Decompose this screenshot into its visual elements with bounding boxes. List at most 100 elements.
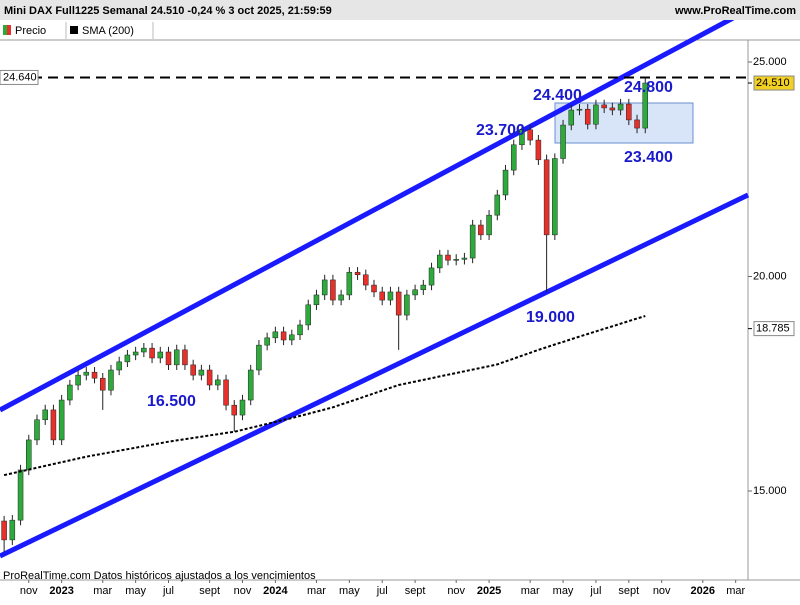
candle-body [289, 334, 295, 341]
x-tick-label: 2024 [263, 585, 288, 597]
channel-lower [0, 192, 750, 559]
candle-body [173, 349, 180, 366]
candle-body [165, 351, 172, 366]
annotation: 23.400 [624, 149, 673, 166]
candle-body [404, 294, 410, 316]
x-tick-label: jul [162, 585, 174, 597]
annotation: 24.800 [624, 79, 673, 96]
legend-label[interactable]: Precio [15, 25, 46, 37]
x-tick-label: may [125, 585, 146, 597]
x-tick-label: 2025 [477, 585, 501, 597]
x-tick-label: jul [589, 585, 601, 597]
candle-body [34, 419, 40, 441]
candle-body [313, 294, 320, 306]
candle-body [478, 224, 484, 236]
candle-body [231, 404, 238, 416]
x-tick-label: nov [234, 585, 252, 597]
candle-body [215, 379, 221, 386]
candle-body [17, 469, 24, 521]
candle-body [198, 369, 205, 376]
candle-body [510, 144, 517, 171]
candle-body [420, 284, 427, 291]
candle-body [412, 289, 418, 296]
candle-body [552, 158, 558, 236]
candle-body [469, 224, 476, 259]
candle-body [371, 284, 377, 293]
candle-body [116, 361, 122, 371]
price-label: 18.785 [756, 323, 790, 335]
candle-body [42, 409, 48, 421]
x-tick-label: 2026 [691, 585, 715, 597]
annotation: 16.500 [147, 393, 196, 410]
header-title: Mini DAX Full1225 Semanal 24.510 -0,24 %… [4, 5, 332, 17]
candle-body [461, 257, 468, 260]
candle-body [91, 371, 98, 379]
x-tick-label: sept [405, 585, 426, 597]
candle-body [239, 399, 246, 416]
candle-body [206, 369, 213, 386]
candle-body [190, 364, 196, 376]
candle-body [593, 104, 599, 125]
price-label-box [753, 321, 795, 337]
legend-swatch [3, 25, 7, 35]
candle-body [486, 214, 492, 236]
x-tick-label: mar [521, 585, 540, 597]
candle-body [568, 109, 575, 126]
candle-body [453, 259, 459, 261]
candle-body [502, 169, 509, 196]
candle-body [354, 271, 361, 276]
candle-body [387, 291, 394, 301]
price-label-box [753, 75, 795, 91]
candle-body [363, 274, 369, 286]
candle-body [617, 103, 624, 111]
candle-body [576, 108, 583, 111]
candle-body [83, 371, 90, 376]
x-tick-label: nov [447, 585, 465, 597]
annotation: 23.700 [476, 122, 525, 139]
x-tick-label: nov [653, 585, 671, 597]
candle-body [535, 139, 542, 161]
candle-body [321, 279, 328, 296]
legend-label[interactable]: SMA (200) [82, 25, 134, 37]
price-label: 24.510 [756, 77, 790, 89]
candle-body [99, 377, 106, 391]
candle-body [182, 349, 188, 366]
x-tick-label: nov [20, 585, 38, 597]
candle-body [543, 159, 550, 236]
header-cover [0, 0, 800, 20]
candle-body [149, 347, 155, 359]
y-tick-label: 20.000 [753, 270, 787, 282]
candle-body [642, 82, 649, 129]
candle-body [26, 439, 32, 471]
candle-body [9, 519, 16, 541]
candle-body [247, 369, 254, 401]
range-box [554, 102, 694, 144]
candle-body [58, 399, 65, 441]
candle-body [437, 254, 443, 269]
x-tick-label: mar [726, 585, 745, 597]
x-tick-label: may [553, 585, 574, 597]
annotation: 24.400 [533, 87, 582, 104]
x-tick-label: may [339, 585, 360, 597]
candle-body [330, 279, 336, 301]
legend-swatch [7, 25, 11, 35]
sma-line [3, 315, 646, 477]
candle-body [584, 108, 591, 125]
candle-body [609, 107, 616, 111]
candle-body [124, 354, 131, 363]
legend-swatch [70, 26, 78, 34]
candle-body [272, 331, 279, 339]
x-tick-label: mar [307, 585, 326, 597]
candle-body [75, 374, 81, 386]
candle-body [280, 331, 287, 341]
price-label: 24.640 [3, 71, 37, 83]
x-tick-label: sept [618, 585, 639, 597]
candle-body [626, 103, 632, 121]
candle-body [256, 344, 262, 371]
footer: ProRealTime.com Datos históricos ajustad… [3, 570, 316, 582]
candle-body [297, 324, 303, 336]
x-tick-label: sept [199, 585, 220, 597]
x-tick-label: 2023 [49, 585, 73, 597]
candle-body [395, 291, 402, 316]
